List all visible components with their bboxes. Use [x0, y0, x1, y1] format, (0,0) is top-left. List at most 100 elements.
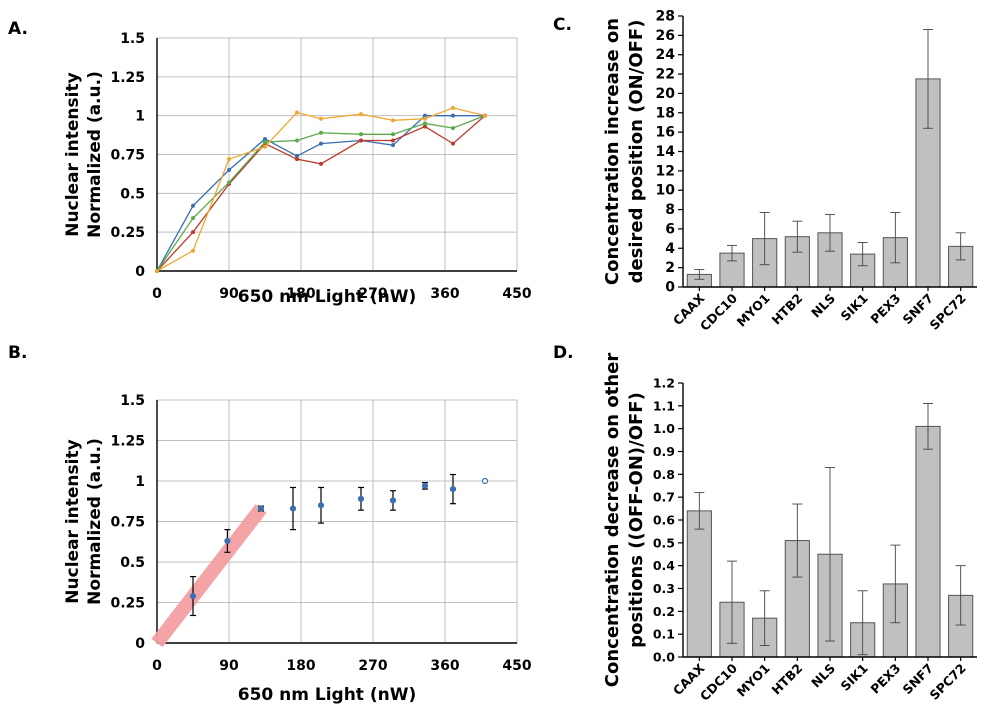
- y-tick-label: 0: [665, 280, 675, 296]
- series-3-point: [423, 121, 427, 126]
- data-point: [449, 486, 457, 493]
- x-tick-label: 90: [219, 286, 239, 302]
- series-3-point: [263, 140, 267, 145]
- y-tick-label: 0.75: [110, 148, 145, 164]
- data-point: [317, 502, 325, 509]
- series-4-point: [483, 113, 487, 118]
- x-tick-label: MYO1: [734, 291, 773, 330]
- series-2-point: [391, 138, 395, 143]
- x-tick-label: 360: [430, 286, 459, 302]
- series-2-point: [451, 141, 455, 146]
- chart-b: 0 0.25 0.5 0.75 1 1.25 1.5 0 90 180 270 360 450 650 n…: [63, 393, 532, 705]
- series-4-point: [263, 144, 267, 149]
- series-4-point: [191, 248, 195, 253]
- x-tick-label: SPC72: [927, 291, 969, 333]
- series-2-point: [319, 161, 323, 166]
- y-tick-label: 4: [665, 241, 675, 257]
- data-point: [289, 505, 297, 512]
- x-tick-label: SPC72: [927, 661, 969, 703]
- series-4-point: [155, 269, 159, 273]
- y-tick-label: 0.0: [653, 650, 675, 665]
- series-3-point: [319, 130, 323, 135]
- y-tick-label: 0.4: [653, 558, 675, 573]
- y-tick-label: 2: [665, 260, 675, 276]
- y-tick-label: 0.5: [653, 535, 675, 550]
- y-axis-title-line-2: positions ((OFF-ON)/OFF): [626, 392, 647, 648]
- x-tick-label: 0: [152, 658, 162, 674]
- series-1-point: [191, 203, 195, 208]
- data-point: [481, 477, 489, 485]
- y-tick-label: 1.5: [120, 31, 145, 47]
- x-axis-title: 650 nm Light (nW): [238, 287, 417, 307]
- panel-label-b: B.: [8, 343, 27, 363]
- x-tick-label: 0: [152, 286, 162, 302]
- series-2-point: [423, 124, 427, 129]
- y-axis-title-line-1: Nuclear intensity: [63, 439, 83, 603]
- series-1-point: [227, 168, 231, 173]
- y-tick-label: 6: [665, 221, 675, 237]
- x-tick-label: 180: [286, 658, 315, 674]
- data-point: [189, 592, 197, 600]
- series-3-point: [359, 132, 363, 137]
- series-4-point: [423, 116, 427, 121]
- series-2-point: [295, 157, 299, 162]
- chart-c: 0246810121416182022242628CAAXCDC10MYO1HT…: [602, 9, 977, 334]
- y-tick-label: 10: [656, 183, 676, 199]
- series-1-point: [391, 143, 395, 148]
- y-tick-label: 1.25: [110, 70, 145, 86]
- y-tick-label: 0.5: [120, 186, 145, 202]
- y-tick-label: 1: [135, 109, 145, 125]
- series-1-point: [319, 141, 323, 146]
- x-tick-label: PEX3: [867, 661, 903, 697]
- y-tick-label: 0.3: [653, 581, 675, 596]
- y-tick-label: 22: [656, 67, 675, 83]
- y-tick-label: 0.1: [653, 627, 675, 642]
- y-tick-label: 1.1: [653, 398, 675, 413]
- y-axis-title-line-1: Concentration decrease on other: [602, 353, 623, 688]
- x-tick-label: HTB2: [769, 291, 806, 328]
- y-tick-label: 0.2: [653, 604, 675, 619]
- y-tick-label: 28: [656, 9, 675, 25]
- y-axis-title-line-2: desired position (ON/OFF): [626, 20, 647, 284]
- series-3-point: [295, 138, 299, 143]
- panel-label-a: A.: [8, 19, 28, 39]
- y-tick-label: 0.75: [110, 515, 145, 531]
- y-tick-label: 0.6: [653, 513, 675, 528]
- series-4-point: [227, 157, 231, 162]
- series-1-point: [295, 154, 299, 159]
- y-tick-label: 0.5: [120, 555, 145, 571]
- y-tick-label: 1.2: [653, 376, 675, 391]
- series-2-point: [191, 230, 195, 235]
- x-tick-label: 450: [502, 658, 531, 674]
- series-3-point: [451, 126, 455, 131]
- y-tick-label: 0: [135, 636, 145, 652]
- y-axis-title-line-2: Normalized (a.u.): [85, 438, 105, 605]
- x-tick-label: CDC10: [697, 290, 740, 333]
- x-tick-label: SIK1: [838, 661, 871, 694]
- series-1-point: [263, 136, 267, 141]
- series-4-point: [295, 110, 299, 115]
- x-tick-label: NLS: [808, 291, 838, 321]
- y-tick-label: 0.9: [653, 444, 675, 459]
- series-4-point: [391, 118, 395, 123]
- y-axis-title-line-2: Normalized (a.u.): [85, 71, 105, 238]
- data-point: [421, 482, 429, 489]
- x-tick-label: SIK1: [838, 291, 871, 324]
- y-tick-label: 0.8: [653, 467, 675, 482]
- panel-label-c: C.: [553, 15, 572, 35]
- y-axis-title-line-1: Concentration increase on: [602, 18, 623, 285]
- y-tick-label: 0: [135, 264, 145, 280]
- y-tick-label: 20: [656, 86, 676, 102]
- trend-line: [151, 504, 267, 648]
- series-3-point: [391, 132, 395, 137]
- series-4-point: [319, 116, 323, 121]
- bar: [915, 425, 941, 658]
- y-tick-label: 0.25: [110, 225, 145, 241]
- x-tick-label: PEX3: [867, 291, 903, 327]
- data-point: [389, 497, 397, 504]
- panel-label-d: D.: [553, 343, 574, 363]
- series-2-point: [359, 138, 363, 143]
- chart-d: 0.0 0.1 0.2 0.3 0.4 0.5 0.6 0.7 0.8 0.9 1.0 1.1 1.2 C…: [602, 353, 977, 704]
- x-tick-label: CDC10: [697, 660, 740, 703]
